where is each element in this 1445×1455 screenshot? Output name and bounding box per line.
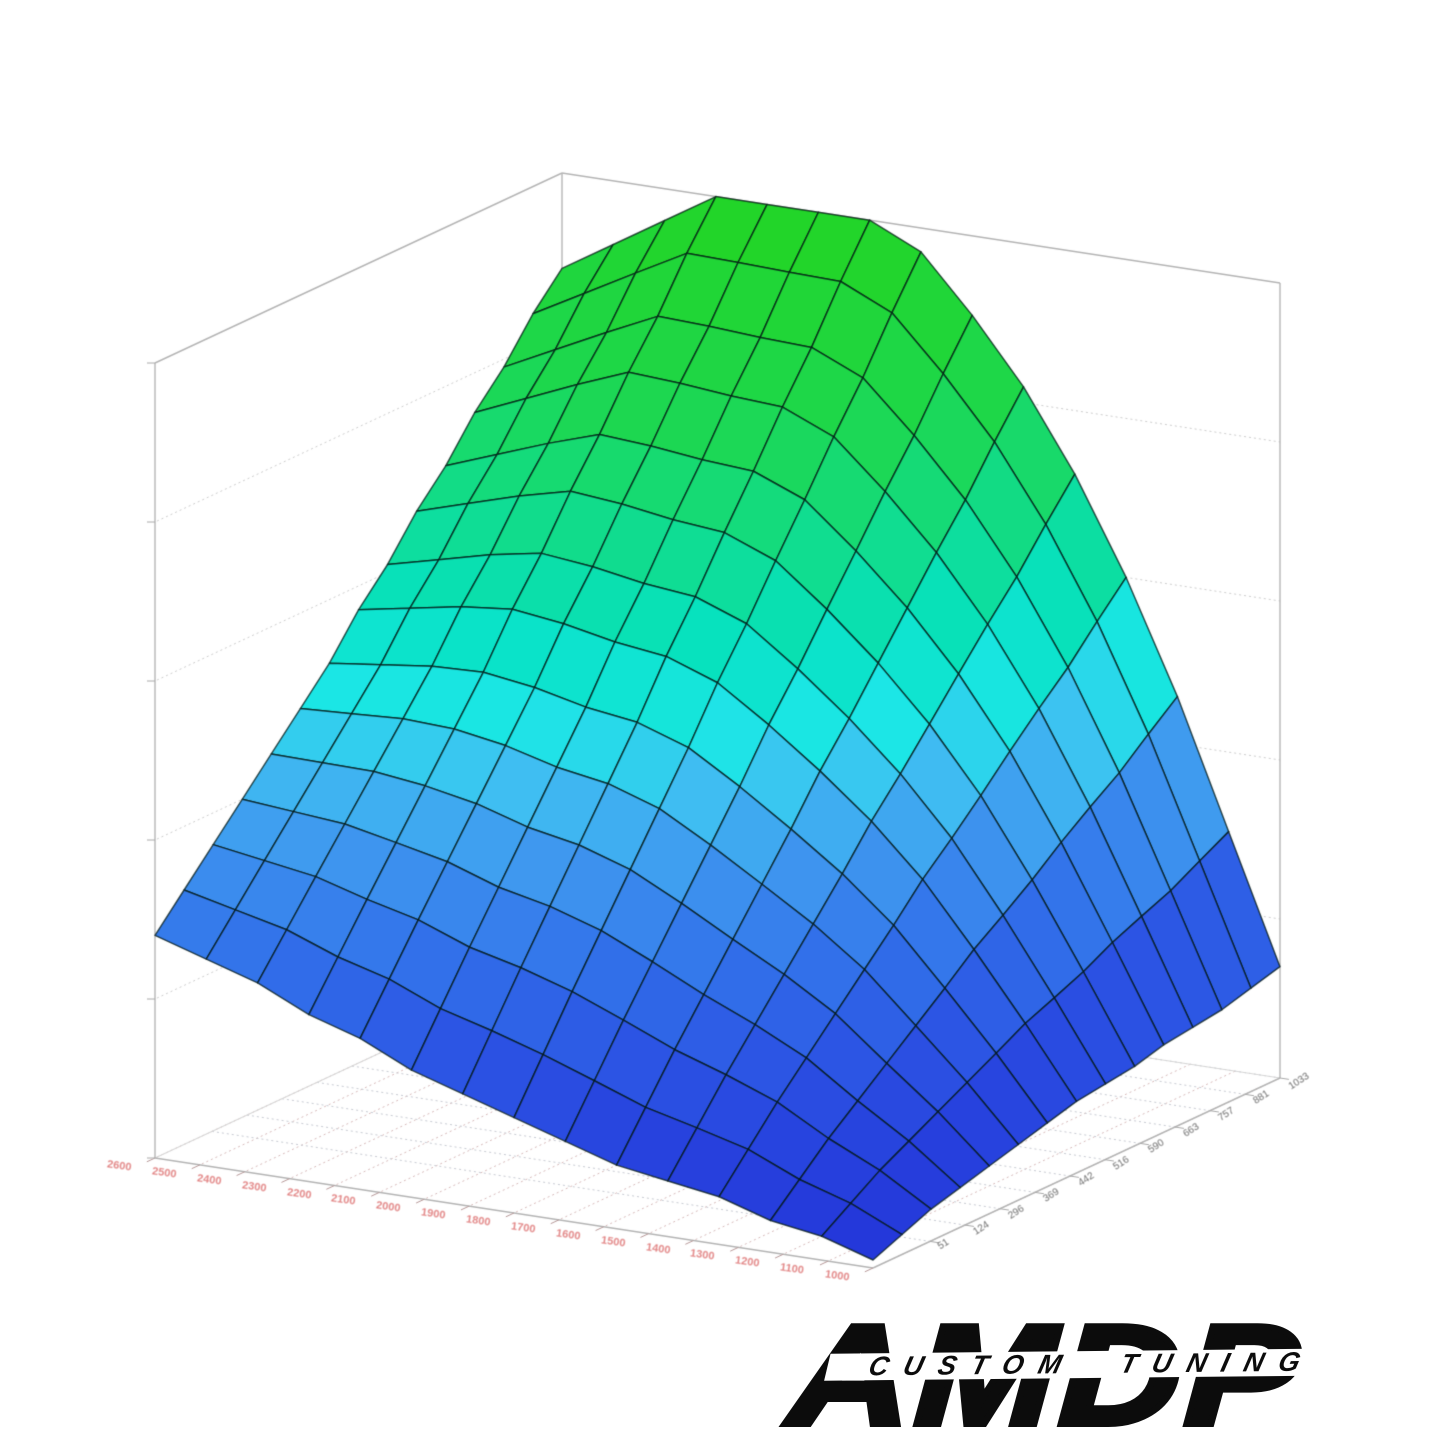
- amdp-logo: AMDP CUSTOM TUNING: [784, 1293, 1445, 1455]
- logo-text-custom-tuning: CUSTOM TUNING: [865, 1346, 1319, 1382]
- logo-band: CUSTOM TUNING: [824, 1346, 1360, 1382]
